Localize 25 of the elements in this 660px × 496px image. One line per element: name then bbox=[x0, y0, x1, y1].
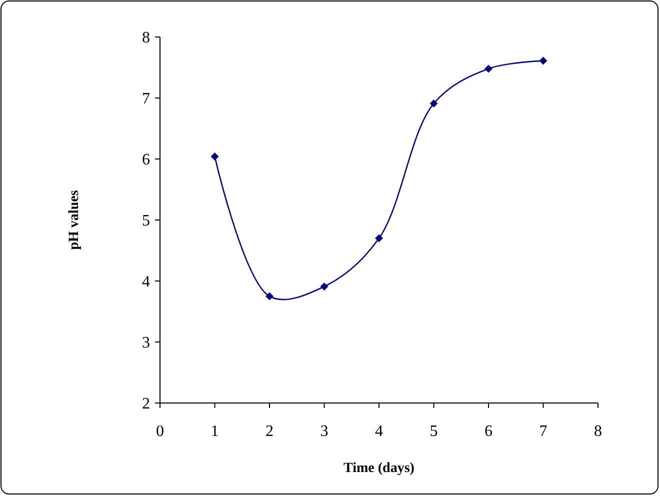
y-axis-title: pH values bbox=[67, 190, 82, 250]
y-tick-label: 5 bbox=[142, 212, 150, 230]
x-tick-label: 6 bbox=[484, 423, 492, 440]
point bbox=[375, 234, 383, 242]
y-tick-label: 3 bbox=[142, 334, 150, 352]
x-tick-label: 7 bbox=[539, 423, 548, 440]
y-tick-label: 2 bbox=[142, 396, 150, 413]
point bbox=[266, 292, 274, 300]
x-tick-label: 8 bbox=[594, 423, 602, 440]
y-tick-label: 4 bbox=[142, 274, 150, 291]
y-tick-label: 6 bbox=[142, 152, 150, 169]
x-tick-label: 0 bbox=[156, 423, 164, 440]
y-tick-label: 7 bbox=[142, 90, 150, 108]
x-tick-label: 2 bbox=[266, 423, 274, 440]
x-tick-label: 4 bbox=[375, 423, 383, 440]
point bbox=[484, 64, 492, 73]
x-tick-label: 1 bbox=[210, 423, 219, 440]
x-tick-label: 5 bbox=[430, 423, 438, 440]
x-tick-label: 3 bbox=[320, 423, 328, 440]
x-axis-title: Time (days) bbox=[344, 461, 415, 476]
point bbox=[430, 99, 438, 108]
y-tick-label: 8 bbox=[142, 30, 150, 47]
point bbox=[539, 56, 548, 65]
point bbox=[210, 152, 219, 161]
point bbox=[320, 282, 328, 290]
